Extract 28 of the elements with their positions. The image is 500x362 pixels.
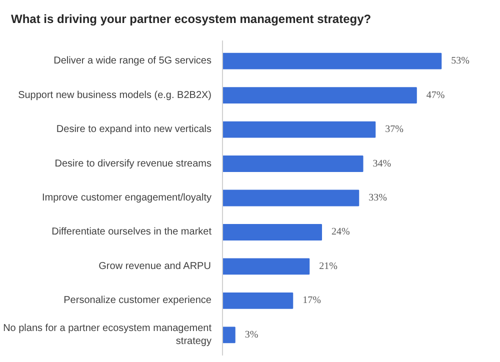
bar xyxy=(222,326,236,344)
bar xyxy=(222,156,364,172)
bar xyxy=(222,190,360,206)
bar xyxy=(222,87,417,104)
data-label: 34% xyxy=(372,158,392,170)
y-tick-label: Improve customer engagement/loyalty xyxy=(42,192,212,204)
bar xyxy=(222,52,442,70)
bar xyxy=(222,258,310,275)
y-tick-label: Desire to expand into new verticals xyxy=(56,124,212,136)
data-label: 37% xyxy=(385,124,404,136)
bar xyxy=(222,292,294,309)
y-tick-label: Differentiate ourselves in the market xyxy=(52,226,212,238)
y-tick-label: No plans for a partner ecosystem management strategy xyxy=(3,322,212,348)
data-label: 47% xyxy=(426,90,445,101)
y-tick-label: Personalize customer experience xyxy=(64,295,212,306)
y-tick-label: Support new business models (e.g. B2B2X) xyxy=(18,90,212,101)
data-label: 53% xyxy=(451,56,470,67)
bar xyxy=(222,224,322,240)
data-label: 17% xyxy=(302,295,321,306)
chart-title: What is driving your partner ecosystem management strategy? xyxy=(11,11,372,28)
data-label: 21% xyxy=(319,260,338,272)
y-tick-label: Deliver a wide range of 5G services xyxy=(54,56,212,67)
bar xyxy=(222,121,376,138)
data-label: 24% xyxy=(332,226,350,238)
y-tick-label: Grow revenue and ARPU xyxy=(98,260,211,272)
data-label: 3% xyxy=(244,329,258,340)
data-label: 33% xyxy=(368,192,387,204)
y-tick-label: Desire to diversify revenue streams xyxy=(54,158,212,170)
